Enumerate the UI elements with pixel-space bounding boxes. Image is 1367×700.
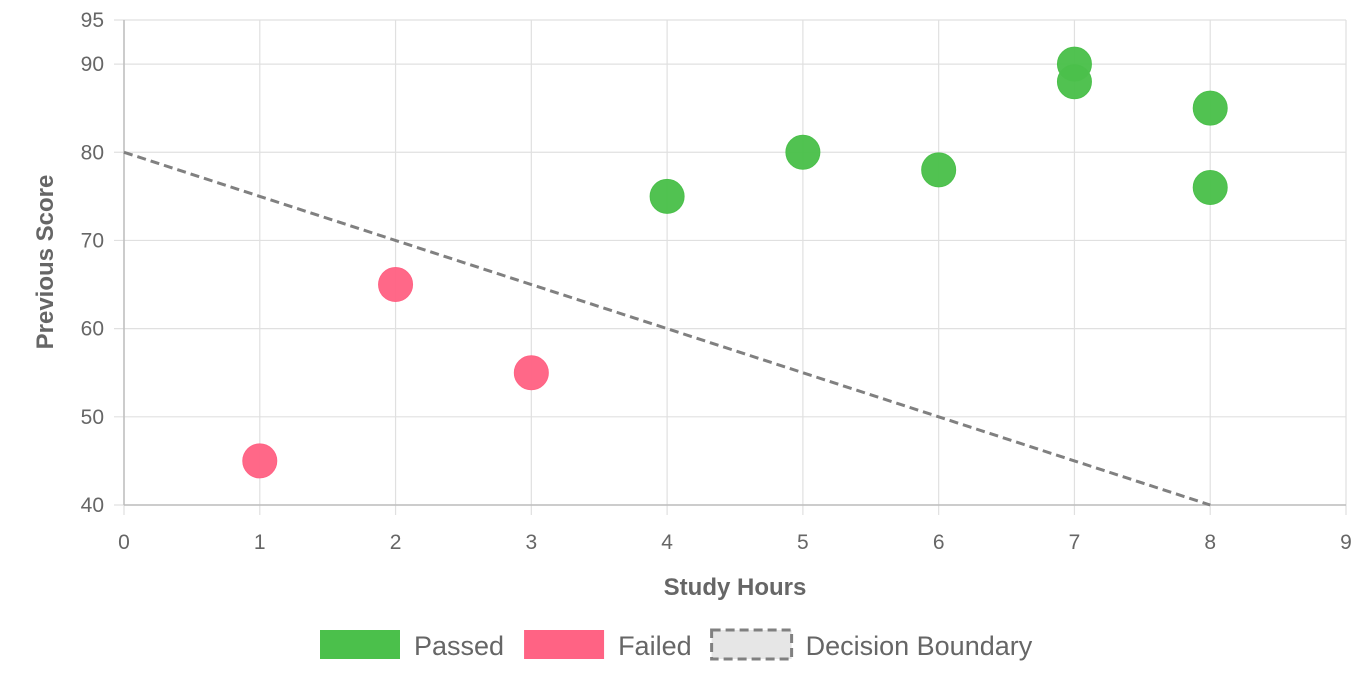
point-failed [242, 443, 278, 479]
x-tick-label: 2 [390, 531, 402, 554]
point-passed [1192, 90, 1228, 126]
x-tick-label: 9 [1340, 531, 1352, 554]
legend: Passed Failed Decision Boundary [320, 628, 1033, 661]
point-passed [649, 178, 685, 214]
legend-swatch-passed [320, 630, 400, 659]
y-tick-label: 40 [81, 494, 104, 517]
y-tick-label: 60 [81, 318, 104, 341]
y-tick-label: 95 [81, 9, 104, 32]
x-tick-label: 3 [525, 531, 537, 554]
legend-label-passed: Passed [414, 631, 504, 661]
legend-swatch-failed [524, 630, 605, 659]
y-tick-label: 70 [81, 229, 104, 252]
y-axis-title: Previous Score [32, 175, 59, 350]
legend-label-decision-boundary: Decision Boundary [806, 631, 1033, 661]
x-tick-label: 4 [661, 531, 673, 554]
tick-labels: 0 1 2 3 4 5 6 7 8 9 40 50 60 70 80 90 95 [81, 9, 1352, 554]
x-tick-label: 8 [1204, 531, 1216, 554]
x-tick-label: 6 [933, 531, 945, 554]
data-points [242, 46, 1228, 479]
x-tick-label: 1 [254, 531, 266, 554]
y-tick-label: 50 [81, 406, 104, 429]
point-failed [378, 267, 414, 303]
x-axis-title: Study Hours [664, 574, 807, 601]
x-tick-label: 0 [118, 531, 130, 554]
x-tick-label: 5 [797, 531, 809, 554]
y-tick-label: 90 [81, 53, 104, 76]
point-passed [1192, 170, 1228, 206]
point-passed [1056, 64, 1092, 100]
x-tick-label: 7 [1069, 531, 1081, 554]
point-passed [921, 152, 957, 188]
y-tick-label: 80 [81, 141, 104, 164]
decision-boundary-line [123, 150, 1211, 507]
legend-swatch-decision-boundary [710, 628, 794, 661]
point-passed [785, 134, 821, 170]
decision-boundary [123, 150, 1211, 507]
axes [123, 20, 1346, 506]
point-failed [513, 355, 549, 391]
legend-label-failed: Failed [618, 631, 692, 661]
grid [114, 19, 1347, 515]
